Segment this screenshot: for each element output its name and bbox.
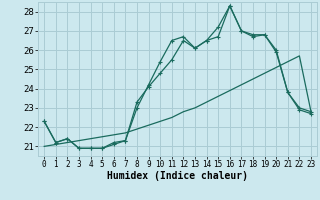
X-axis label: Humidex (Indice chaleur): Humidex (Indice chaleur) — [107, 171, 248, 181]
